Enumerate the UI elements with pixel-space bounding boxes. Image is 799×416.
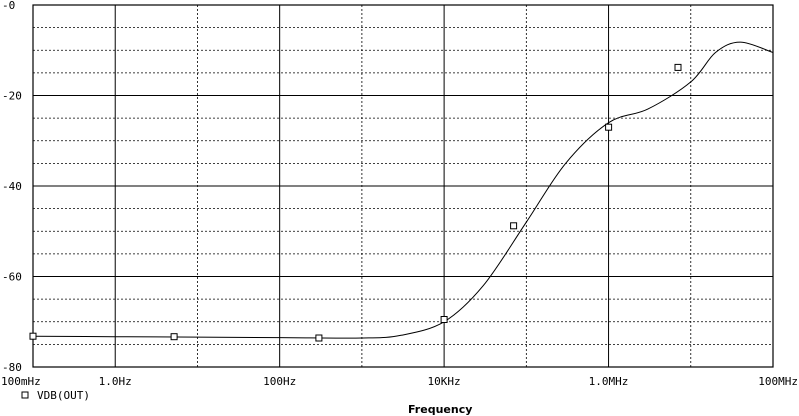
y-tick-label: -40 [2,180,22,193]
y-tick-label: -60 [2,271,22,284]
y-tick-labels: -0 -20 -40 -60 -80 [2,0,22,374]
legend-label: VDB(OUT) [37,389,90,402]
series-marker [674,63,682,71]
x-tick-label: 1.0Hz [99,375,132,388]
y-tick-label: -0 [2,0,15,12]
legend: VDB(OUT) [21,389,90,402]
series-line-vdb-out [32,41,774,339]
series-marker [440,316,448,323]
series-marker [29,332,37,340]
legend-marker [21,391,29,399]
x-tick-label: 1.0MHz [589,375,629,388]
y-tick-label: -20 [2,90,22,103]
series-marker [170,333,178,341]
series-marker [510,222,518,230]
y-tick-label: -80 [2,361,22,374]
x-tick-label: 100MHz [758,375,798,388]
x-tick-label: 10KHz [428,375,461,388]
series-markers [29,63,682,342]
x-axis-label: Frequency [408,403,472,416]
grid [33,5,773,367]
x-tick-label: 100Hz [263,375,296,388]
x-tick-label: 100mHz [1,375,41,388]
series-marker [605,123,613,131]
x-tick-labels: 100mHz 1.0Hz 100Hz 10KHz 1.0MHz 100MHz [1,375,798,388]
series-marker [315,334,323,342]
plot-frame [32,4,774,368]
